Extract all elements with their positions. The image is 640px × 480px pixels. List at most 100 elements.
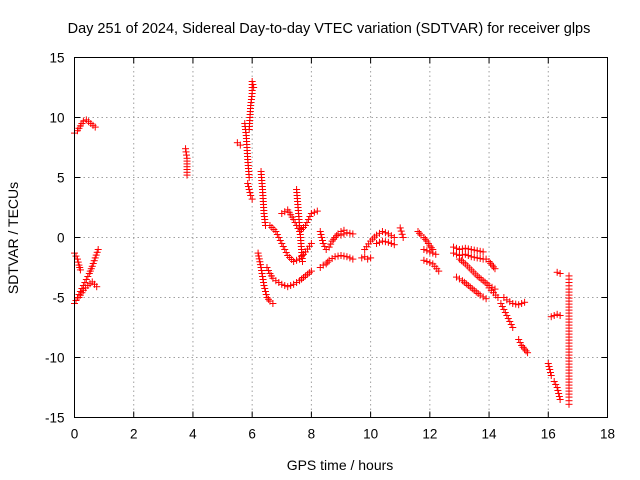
data-point: [331, 253, 339, 261]
data-point: [333, 232, 341, 240]
data-point: [282, 249, 290, 256]
data-point: [461, 250, 469, 258]
data-point: [565, 400, 573, 408]
y-tick-label: 0: [57, 231, 65, 246]
data-point: [556, 270, 564, 277]
data-point: [346, 254, 354, 262]
data-point: [375, 229, 383, 237]
data-point: [250, 84, 258, 91]
data-point: [328, 255, 336, 262]
data-point: [82, 276, 90, 283]
data-point: [397, 227, 405, 235]
data-point: [491, 265, 499, 273]
data-point: [321, 243, 329, 250]
data-point: [72, 252, 80, 260]
data-point: [470, 253, 478, 261]
data-point: [547, 372, 555, 379]
data-point: [398, 230, 406, 238]
data-point: [317, 231, 325, 238]
data-point: [337, 252, 345, 259]
data-point: [415, 229, 423, 237]
data-point: [452, 244, 460, 252]
data-point: [343, 229, 351, 237]
data-point: [322, 260, 330, 268]
x-tick-label: 0: [71, 427, 79, 442]
data-point: [343, 253, 351, 261]
data-point: [91, 123, 99, 131]
data-point: [340, 230, 348, 238]
data-point: [256, 258, 264, 266]
data-point: [278, 240, 286, 247]
data-point: [519, 343, 527, 351]
data-point: [503, 312, 511, 319]
data-point: [470, 246, 478, 254]
data-point: [255, 255, 263, 263]
data-point: [349, 255, 357, 263]
data-point: [330, 235, 338, 243]
data-point: [272, 277, 280, 285]
data-point: [553, 384, 561, 391]
data-point: [464, 252, 472, 259]
data-point: [246, 189, 254, 196]
data-point: [461, 244, 469, 252]
data-point: [281, 208, 289, 216]
data-point: [73, 255, 81, 263]
data-point: [324, 258, 332, 266]
data-point: [515, 336, 523, 343]
data-point: [435, 267, 443, 275]
data-point: [290, 258, 298, 265]
data-point: [319, 261, 327, 269]
data-point: [476, 291, 484, 299]
data-point: [247, 192, 255, 199]
data-point: [281, 282, 289, 289]
data-point: [487, 259, 495, 267]
data-point: [489, 263, 497, 271]
data-point: [452, 273, 460, 281]
data-point: [276, 237, 284, 244]
data-point: [278, 280, 286, 288]
data-point: [255, 252, 263, 260]
data-point: [556, 396, 564, 403]
data-point: [452, 250, 460, 258]
data-point: [387, 240, 395, 247]
data-point: [553, 268, 561, 276]
data-point: [423, 258, 431, 265]
data-point: [516, 339, 524, 346]
data-point: [307, 210, 315, 217]
data-point: [476, 255, 484, 262]
data-point: [501, 309, 509, 316]
data-point: [81, 279, 89, 286]
data-point: [546, 369, 554, 376]
data-point: [325, 243, 333, 251]
data-point: [378, 237, 386, 245]
data-point: [318, 234, 326, 241]
data-point: [420, 234, 428, 241]
data-point: [273, 231, 281, 238]
data-point: [248, 78, 256, 85]
data-point: [328, 237, 336, 245]
axis-ticks: 0 2 4 6 8 10 12 14 16 18 -15 -10 -5 0 5 10 15: [45, 51, 615, 442]
data-point: [455, 246, 463, 253]
data-point: [555, 393, 563, 400]
data-point: [313, 207, 321, 215]
data-point: [307, 267, 315, 275]
data-point: [236, 141, 244, 149]
data-point: [556, 312, 564, 319]
data-point: [488, 261, 496, 269]
data-point: [384, 238, 392, 246]
data-point: [521, 298, 529, 306]
data-point: [284, 283, 292, 291]
data-point: [290, 280, 298, 288]
data-point: [264, 267, 272, 274]
data-point: [500, 306, 508, 313]
data-point: [301, 222, 309, 229]
data-point: [553, 310, 561, 318]
data-point: [396, 224, 404, 232]
data-point: [414, 228, 422, 235]
data-point: [485, 258, 493, 265]
x-tick-label: 8: [308, 427, 316, 442]
data-point: [349, 230, 357, 238]
data-point: [429, 249, 437, 257]
data-point: [427, 244, 435, 252]
